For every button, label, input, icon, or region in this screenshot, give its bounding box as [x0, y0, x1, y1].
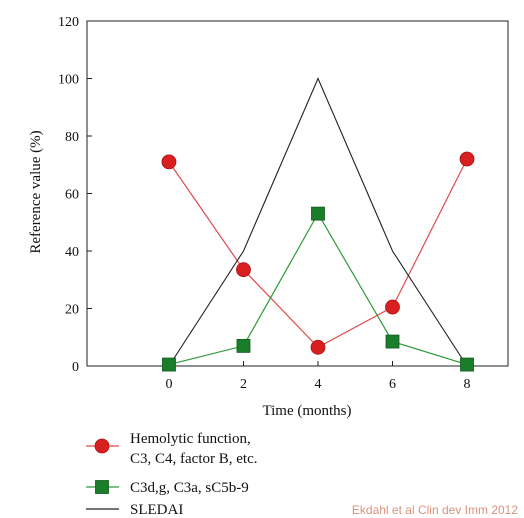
x-tick-label: 8 [464, 377, 471, 392]
data-point [459, 151, 475, 167]
y-tick-label: 20 [65, 303, 79, 318]
y-tick-label: 100 [58, 73, 79, 88]
x-tick-label: 6 [389, 377, 396, 392]
x-tick-label: 4 [314, 377, 321, 392]
y-tick-label: 60 [65, 188, 79, 203]
x-axis-label: Time (months) [262, 403, 351, 419]
y-tick-label: 0 [72, 360, 79, 375]
y-tick-label: 40 [65, 245, 79, 260]
data-point [161, 154, 177, 170]
data-point [460, 357, 474, 372]
plot-frame [86, 20, 509, 367]
legend-label: Hemolytic function, [130, 431, 251, 447]
y-tick-label: 80 [65, 130, 79, 145]
data-point [310, 339, 326, 355]
y-axis-label: Reference value (%) [28, 130, 44, 253]
series-line-0 [168, 158, 468, 349]
data-point [236, 338, 251, 353]
series-markers [161, 151, 475, 372]
data-point [385, 334, 400, 349]
legend-marker [94, 438, 110, 454]
x-tick-label: 0 [165, 377, 172, 392]
data-point [385, 299, 400, 315]
source-credit: Ekdahl et al Clin dev Imm 2012 [352, 503, 518, 517]
legend-marker [95, 480, 109, 494]
legend: Hemolytic function, C3, C4, factor B, etc… [86, 431, 257, 518]
series-lines [168, 77, 468, 367]
legend-label: SLEDAI [130, 502, 183, 518]
legend-label: C3d,g, C3a, sC5b-9 [130, 480, 249, 496]
y-tick-label: 120 [58, 15, 79, 30]
axes: 0 20 40 60 80 100 120 0 2 4 6 8 [58, 15, 509, 392]
data-point [162, 357, 176, 372]
series-line-2 [168, 77, 468, 367]
data-point [311, 206, 325, 221]
legend-label: C3, C4, factor B, etc. [130, 451, 257, 467]
data-point [236, 262, 251, 278]
x-tick-label: 2 [240, 377, 247, 392]
